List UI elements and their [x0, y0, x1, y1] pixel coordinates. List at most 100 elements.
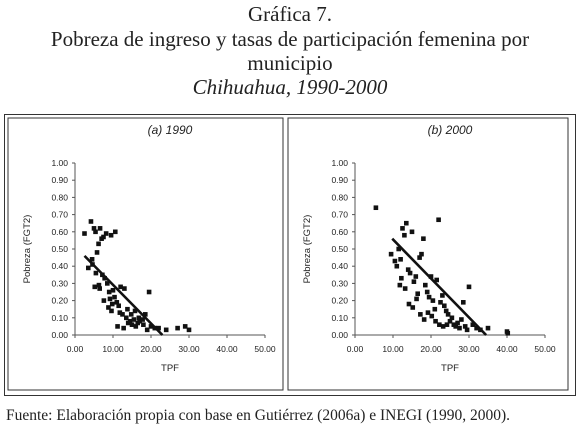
chart-2-point — [399, 275, 404, 281]
chart-2-point — [437, 322, 442, 327]
chart-1-point — [108, 232, 114, 238]
chart-2-point — [461, 300, 466, 305]
chart-2-y-tick-label: 0.30 — [331, 278, 348, 288]
chart-2-point — [462, 324, 468, 329]
chart-1-point — [163, 327, 169, 333]
chart-1-x-tick-label: 10.00 — [102, 344, 124, 354]
chart-1-y-tick-label: 0.60 — [51, 227, 68, 237]
chart-1-x-axis-label: TPF — [161, 363, 179, 374]
chart-2-y-tick-label: 0.10 — [331, 313, 348, 323]
chart-2-point — [440, 324, 446, 329]
chart-2-point — [459, 317, 464, 322]
chart-1-y-tick-label: 0.40 — [51, 261, 68, 271]
chart-2-point — [432, 306, 438, 312]
chart-1-point — [118, 284, 123, 290]
chart-1-point — [133, 324, 139, 329]
chart-1-point — [82, 231, 87, 236]
chart-1-point — [136, 315, 142, 321]
chart-1-point — [93, 270, 99, 276]
chart-1-x-tick-label: 30.00 — [178, 344, 200, 354]
chart-1-point — [96, 241, 101, 247]
chart-1-point — [114, 300, 120, 305]
chart-2-point — [388, 251, 394, 257]
chart-2-x-tick-label: 0.00 — [347, 344, 364, 354]
chart-2-point — [397, 282, 403, 288]
chart-1-point — [88, 219, 94, 224]
chart-2-point — [436, 217, 441, 223]
chart-1-point — [146, 289, 152, 295]
chart-2-point — [411, 279, 417, 284]
chart-2-point — [404, 220, 409, 226]
chart-1-y-tick-label: 0.80 — [51, 192, 68, 202]
chart-1-trend-line — [83, 254, 164, 336]
chart-2-point — [464, 327, 470, 333]
figure-title-continued: municipio — [247, 51, 333, 75]
chart-2-point — [405, 267, 411, 272]
chart-1-point — [106, 305, 111, 310]
chart-1-point — [101, 234, 106, 240]
chart-2-point — [485, 325, 491, 331]
chart-2-point — [449, 315, 455, 321]
chart-2-point — [421, 236, 426, 241]
chart-1-point — [115, 324, 120, 329]
chart-1-point — [86, 265, 91, 271]
chart-2-x-tick-label: 50.00 — [534, 344, 556, 354]
figure-subtitle: Chihuahua, 1990-2000 — [192, 75, 388, 99]
chart-2-x-axis-label: TPF — [441, 363, 459, 374]
chart-1-point — [186, 327, 192, 333]
chart-2-point — [417, 255, 422, 260]
chart-1-point — [101, 298, 107, 303]
chart-1-point — [103, 231, 109, 236]
chart-1-point — [92, 284, 98, 290]
chart-1-y-axis-label: Pobreza (FGT2) — [22, 215, 33, 284]
chart-2-trend-line — [391, 237, 488, 336]
chart-2-y-tick-label: 0.80 — [331, 192, 348, 202]
chart-2-y-tick-label: 1.00 — [331, 158, 348, 168]
chart-1-point — [141, 322, 146, 327]
chart-2-panel-border — [287, 117, 569, 391]
chart-1-y-tick-label: 0.70 — [51, 210, 68, 220]
chart-2-point — [455, 320, 460, 326]
chart-1-point — [106, 289, 112, 295]
chart-2-y-tick-label: 0.50 — [331, 244, 348, 254]
chart-2-point — [419, 251, 424, 257]
chart-2-point — [444, 322, 450, 327]
chart-2-point — [428, 274, 434, 279]
chart-1-point — [120, 312, 125, 317]
chart-1-point — [105, 281, 110, 286]
chart-2-x-tick-label: 20.00 — [420, 344, 442, 354]
chart-1-point — [125, 306, 130, 312]
chart-2-point — [426, 294, 432, 300]
chart-1-y-tick-label: 1.00 — [51, 158, 68, 168]
chart-1-point — [107, 296, 113, 302]
chart-2-point — [398, 257, 403, 262]
chart-2-point — [443, 308, 449, 314]
chart-1-y-tick-label: 0.20 — [51, 296, 68, 306]
chart-1-point — [93, 229, 98, 235]
chart-2-point — [402, 286, 408, 291]
chart-2-point — [440, 293, 445, 298]
chart-2-point — [414, 296, 419, 302]
chart-2-point — [406, 301, 412, 307]
chart-2-x-tick-label: 10.00 — [382, 344, 404, 354]
chart-2-point — [418, 312, 423, 317]
chart-2-point — [415, 291, 420, 297]
chart-1-point — [117, 310, 123, 315]
chart-2-point — [438, 300, 443, 305]
chart-1-point — [110, 287, 116, 293]
chart-2-point — [429, 313, 435, 319]
chart-1-point — [140, 317, 145, 322]
chart-2-point — [470, 322, 476, 327]
chart-1-point — [112, 229, 118, 235]
chart-2-y-tick-label: 0.20 — [331, 296, 348, 306]
chart-1-y-tick-label: 0.00 — [51, 330, 68, 340]
chart-1-panel-border — [7, 117, 284, 391]
chart-2-point — [457, 325, 462, 331]
chart-1-x-tick-label: 40.00 — [216, 344, 238, 354]
chart-2-point — [425, 310, 431, 315]
chart-2-point — [394, 263, 400, 269]
chart-1-point — [143, 312, 148, 317]
chart-1-point — [97, 226, 103, 231]
chart-1-point — [109, 301, 115, 307]
chart-1-x-tick-label: 50.00 — [254, 344, 276, 354]
